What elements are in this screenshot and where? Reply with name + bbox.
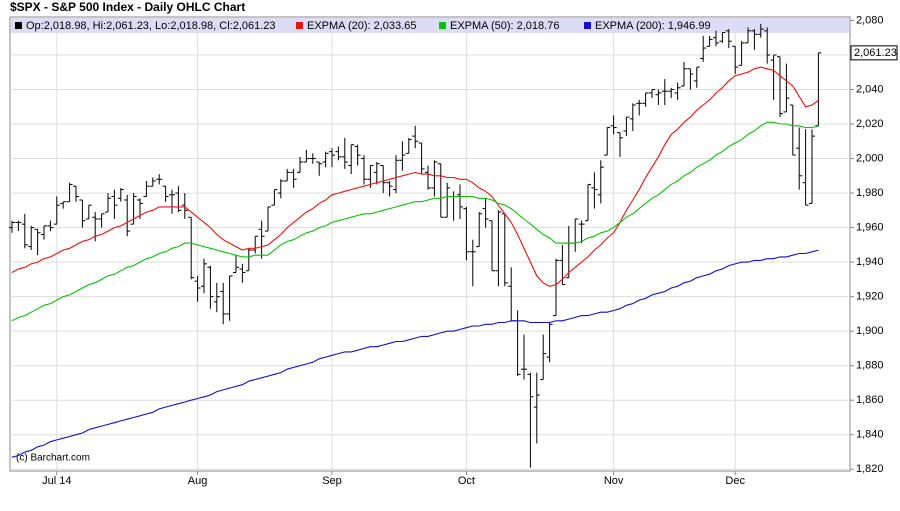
legend-label: EXPMA (50): 2,018.76 (450, 20, 559, 32)
x-tick-label: Oct (458, 475, 475, 487)
y-tick-label: 1,920 (856, 291, 884, 303)
y-tick-label: 1,960 (856, 222, 884, 234)
grid (10, 17, 850, 471)
y-tick-label: 1,980 (856, 187, 884, 199)
y-tick-label: 1,900 (856, 325, 884, 337)
legend-swatch (296, 22, 303, 29)
legend-swatch (584, 22, 591, 29)
x-tick-label: Sep (322, 475, 342, 487)
y-tick-label: 2,020 (856, 118, 884, 130)
y-tick-label: 2,040 (856, 83, 884, 95)
x-tick-label: Aug (188, 475, 208, 487)
y-tick-label: 1,880 (856, 360, 884, 372)
y-tick-label: 2,000 (856, 152, 884, 164)
x-tick-label: Nov (604, 475, 624, 487)
legend-label: Op:2,018.98, Hi:2,061.23, Lo:2,018.98, C… (26, 20, 276, 32)
ema-line (11, 249, 819, 458)
chart-title: $SPX - S&P 500 Index - Daily OHLC Chart (10, 0, 245, 14)
ema-line (11, 66, 819, 287)
y-tick-label: 2,080 (856, 14, 884, 26)
legend-label: EXPMA (20): 2,033.65 (307, 20, 416, 32)
legend-band (11, 18, 849, 33)
last-price-box (850, 45, 898, 61)
last-price-label: 2,061.23 (854, 47, 897, 59)
x-tick-label: Jul 14 (42, 475, 71, 487)
y-tick-label: 1,840 (856, 429, 884, 441)
x-tick-label: Dec (725, 475, 745, 487)
y-tick-label: 1,820 (856, 463, 884, 475)
plot-area (9, 16, 851, 472)
y-tick-label: 1,940 (856, 256, 884, 268)
ema-line (11, 121, 819, 322)
legend-swatch (15, 22, 22, 29)
legend-label: EXPMA (200): 1,946.99 (595, 20, 711, 32)
y-tick-label: 1,860 (856, 394, 884, 406)
watermark: (c) Barchart.com (16, 453, 90, 464)
legend-swatch (439, 22, 446, 29)
